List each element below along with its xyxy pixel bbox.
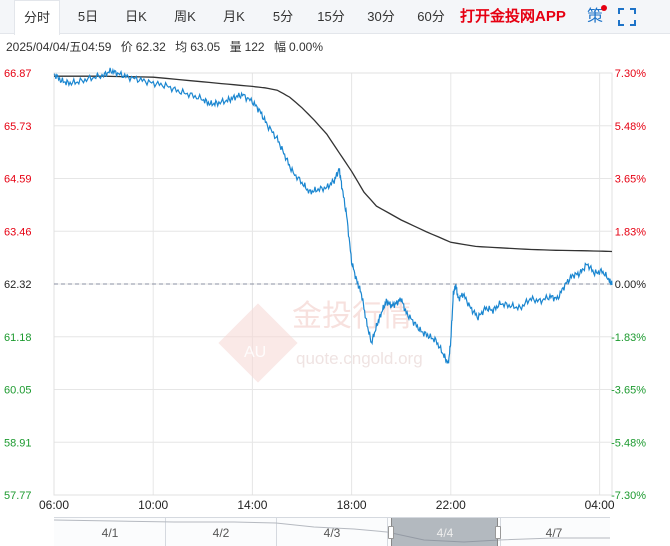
tab-5-day[interactable]: 5日 xyxy=(77,9,99,24)
y-axis-price-tick: 58.91 xyxy=(4,437,32,449)
quote-volume-label: 量 xyxy=(229,40,242,54)
navigator-sparkline xyxy=(54,519,610,543)
quote-price: 62.32 xyxy=(135,40,166,54)
navigator-day-label: 4/7 xyxy=(545,526,563,540)
navigator-day-label: 4/4 xyxy=(436,526,454,540)
quote-volume: 122 xyxy=(244,40,265,54)
notification-dot xyxy=(601,5,607,11)
tab-weekly-k[interactable]: 周K xyxy=(174,9,196,24)
quote-change: 0.00% xyxy=(288,40,323,54)
y-axis-price-tick: 62.32 xyxy=(4,279,32,291)
period-tab-bar: 分时 5日 日K 周K 月K 5分 15分 30分 60分 打开金投网APP 策 xyxy=(0,0,670,35)
x-axis-time-tick: 22:00 xyxy=(436,498,466,512)
tab-daily-k[interactable]: 日K xyxy=(125,9,147,24)
watermark-logo-text: AU xyxy=(244,344,266,361)
quote-price-label: 价 xyxy=(120,40,133,54)
y-axis-percent-tick: -1.83% xyxy=(611,332,646,344)
x-axis-time-tick: 18:00 xyxy=(337,498,367,512)
quote-average-label: 均 xyxy=(175,40,188,54)
price-line xyxy=(53,67,613,364)
x-axis-time-tick: 14:00 xyxy=(237,498,267,512)
y-axis-price-tick: 57.77 xyxy=(4,490,32,502)
quote-info-line: 2025/04/04/五04:59 价 62.32 均 63.05 量 122 幅 0.… xyxy=(6,38,329,54)
y-axis-price-tick: 66.87 xyxy=(4,68,32,80)
quote-change-label: 幅 xyxy=(273,40,286,54)
y-axis-percent-tick: 7.30% xyxy=(615,68,646,80)
tab-intraday[interactable]: 分时 xyxy=(14,0,60,35)
quote-datetime: 2025/04/04/五04:59 xyxy=(6,40,112,54)
quote-average: 63.05 xyxy=(190,40,221,54)
watermark: AU 金投行情 quote.cngold.org xyxy=(218,299,423,383)
y-axis-percent-tick: -5.48% xyxy=(611,437,646,449)
x-axis-time-tick: 10:00 xyxy=(138,498,168,512)
tab-30-min[interactable]: 30分 xyxy=(367,9,395,24)
y-axis-percent-tick: 0.00% xyxy=(615,279,646,291)
navigator-divider xyxy=(276,518,277,546)
y-axis-percent-tick: -7.30% xyxy=(611,490,646,502)
y-axis-price-tick: 64.59 xyxy=(4,174,32,186)
watermark-logo-icon xyxy=(218,303,298,383)
average-price-line xyxy=(54,75,613,253)
date-range-navigator[interactable]: 4/1 4/2 4/3 4/4 4/7 xyxy=(54,517,610,546)
intraday-chart[interactable]: AU 金投行情 quote.cngold.org 66.87 65.73 64.59… xyxy=(0,56,670,516)
tab-15-min[interactable]: 15分 xyxy=(317,9,345,24)
x-axis-time-tick: 06:00 xyxy=(39,498,69,512)
y-axis-price-tick: 63.46 xyxy=(4,226,32,238)
watermark-site: quote.cngold.org xyxy=(296,349,423,368)
tab-60-min[interactable]: 60分 xyxy=(417,9,445,24)
y-axis-price-tick: 65.73 xyxy=(4,121,32,133)
navigator-left-handle[interactable] xyxy=(388,526,394,539)
tab-monthly-k[interactable]: 月K xyxy=(223,9,245,24)
navigator-right-handle[interactable] xyxy=(495,526,501,539)
y-axis-price-tick: 61.18 xyxy=(4,332,32,344)
open-app-link[interactable]: 打开金投网APP xyxy=(460,8,566,25)
y-axis-percent-tick: 3.65% xyxy=(615,174,646,186)
strategy-button[interactable]: 策 xyxy=(587,8,604,25)
x-axis-time-tick: 04:00 xyxy=(585,498,615,512)
navigator-day-label: 4/2 xyxy=(212,526,230,540)
y-axis-percent-tick: 1.83% xyxy=(615,226,646,238)
navigator-day-label: 4/1 xyxy=(101,526,119,540)
navigator-selection-window[interactable]: 4/4 xyxy=(388,518,501,546)
y-axis-percent-tick: -3.65% xyxy=(611,385,646,397)
y-axis-percent-tick: 5.48% xyxy=(615,121,646,133)
y-axis-price-tick: 60.05 xyxy=(4,385,32,397)
tab-5-min[interactable]: 5分 xyxy=(272,9,294,24)
fullscreen-icon[interactable] xyxy=(617,7,637,27)
navigator-day-label: 4/3 xyxy=(323,526,341,540)
navigator-divider xyxy=(165,518,166,546)
